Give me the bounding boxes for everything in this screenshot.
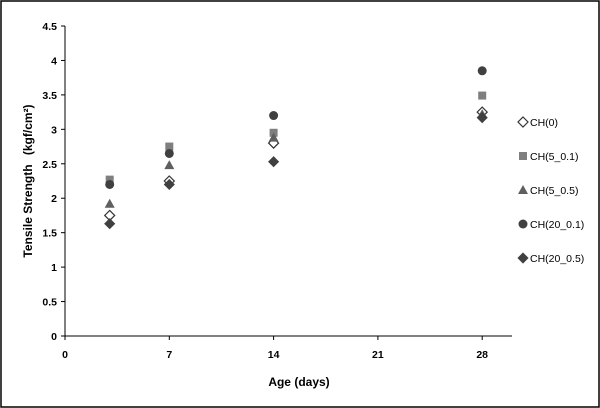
series-4 [105, 66, 487, 189]
legend: CH(0) CH(5_0.1) CH(5_0.5) CH(20_0.1) CH(20_0… [517, 116, 584, 265]
legend-label: CH(0) [530, 117, 558, 129]
data-point [105, 175, 114, 184]
legend-item: CH(0) [517, 116, 558, 129]
legend-item: CH(20_0.1) [518, 219, 584, 231]
legend-marker [519, 152, 527, 160]
legend-item: CH(5_0.1) [519, 151, 578, 163]
x-tick-label: 21 [372, 349, 384, 361]
legend-label: CH(5_0.5) [530, 185, 578, 197]
y-tick-label: 3.5 [42, 90, 57, 102]
data-point [165, 142, 174, 151]
legend-label: CH(20_0.1) [530, 219, 584, 231]
y-tick-label: 4 [51, 55, 57, 67]
y-tick-label: 2.5 [42, 159, 57, 171]
data-point [164, 148, 174, 158]
axes: 0 0.5 1 1.5 2 2.5 3 3.5 4 4.5 0 7 14 21 28 [42, 21, 512, 361]
y-axis-title-unit: (kgf/cm²) [21, 104, 35, 155]
data-point [104, 198, 115, 208]
y-axis-title-main: Tensile Strength [21, 164, 35, 257]
data-point [104, 218, 116, 230]
legend-item: CH(5_0.5) [518, 185, 578, 197]
x-tick-label: 7 [166, 349, 172, 361]
legend-marker [518, 185, 528, 194]
data-marks [103, 66, 489, 230]
data-point [105, 179, 115, 189]
data-point [478, 91, 487, 100]
data-point [476, 112, 488, 124]
y-tick-label: 0 [51, 331, 57, 343]
legend-marker [517, 252, 529, 264]
legend-marker [517, 116, 529, 128]
series-5 [104, 112, 488, 230]
legend-item: CH(20_0.5) [517, 252, 584, 265]
data-point [268, 156, 280, 168]
legend-marker [518, 219, 528, 229]
x-tick-label: 0 [62, 349, 68, 361]
legend-label: CH(20_0.5) [530, 253, 584, 265]
data-point [269, 111, 279, 121]
y-tick-label: 0.5 [42, 297, 57, 309]
x-axis-title: Age (days) [268, 375, 329, 389]
y-tick-label: 1 [51, 262, 57, 274]
data-point [477, 66, 487, 76]
y-axis-title: Tensile Strength (kgf/cm²) [21, 104, 35, 257]
y-tick-label: 3 [51, 124, 57, 136]
data-point [164, 160, 175, 170]
legend-label: CH(5_0.1) [530, 151, 578, 163]
y-tick-label: 1.5 [42, 228, 57, 240]
x-tick-label: 28 [476, 349, 488, 361]
data-point [163, 178, 175, 191]
x-tick-label: 14 [268, 349, 280, 361]
y-tick-label: 4.5 [42, 21, 57, 33]
data-point [268, 132, 279, 142]
y-tick-label: 2 [51, 193, 57, 205]
